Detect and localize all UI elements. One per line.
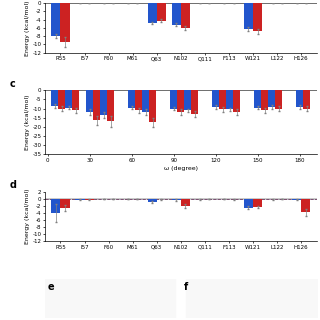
Y-axis label: Energy (kcal/mol): Energy (kcal/mol) — [25, 189, 29, 244]
Bar — [148, 3, 157, 23]
Bar — [181, 3, 190, 28]
Bar — [60, 199, 69, 208]
Bar — [107, 90, 114, 121]
Bar — [51, 199, 60, 213]
Bar — [296, 90, 303, 107]
Bar — [276, 90, 283, 108]
Bar — [65, 90, 72, 108]
Y-axis label: Energy (kcal/mol): Energy (kcal/mol) — [25, 94, 29, 150]
Bar — [226, 90, 233, 109]
Bar — [170, 90, 177, 108]
Bar — [253, 3, 262, 31]
Bar — [301, 199, 310, 212]
Bar — [261, 90, 268, 110]
Bar — [177, 90, 184, 112]
Text: b: b — [10, 0, 17, 1]
Bar — [157, 3, 166, 20]
Bar — [86, 90, 93, 112]
Text: e: e — [48, 282, 54, 292]
Bar — [253, 199, 262, 207]
Text: f: f — [184, 282, 188, 292]
Bar — [233, 90, 240, 112]
X-axis label: ω (degree): ω (degree) — [164, 165, 198, 171]
Bar — [149, 90, 156, 122]
Bar — [72, 90, 79, 110]
Bar — [51, 3, 60, 36]
Bar — [93, 90, 100, 120]
Bar — [212, 90, 219, 107]
Bar — [219, 90, 226, 109]
Bar — [181, 199, 190, 206]
Bar — [135, 90, 142, 110]
Bar — [76, 199, 84, 200]
Bar — [268, 90, 276, 107]
Bar — [100, 90, 107, 115]
Bar — [172, 3, 181, 25]
Bar — [254, 90, 261, 108]
Text: d: d — [10, 180, 16, 190]
Bar — [58, 90, 65, 108]
Bar — [292, 199, 301, 200]
Text: c: c — [10, 79, 15, 89]
Bar — [51, 90, 58, 106]
Bar — [142, 90, 149, 112]
Bar — [184, 90, 191, 110]
Bar — [191, 90, 198, 114]
Bar — [303, 90, 310, 108]
Y-axis label: Energy (kcal/mol): Energy (kcal/mol) — [25, 0, 29, 56]
Bar — [128, 90, 135, 108]
Bar — [244, 3, 253, 29]
Bar — [60, 3, 69, 42]
Bar — [244, 199, 253, 208]
Bar — [84, 199, 94, 200]
Bar — [172, 199, 181, 200]
Bar — [148, 199, 157, 202]
